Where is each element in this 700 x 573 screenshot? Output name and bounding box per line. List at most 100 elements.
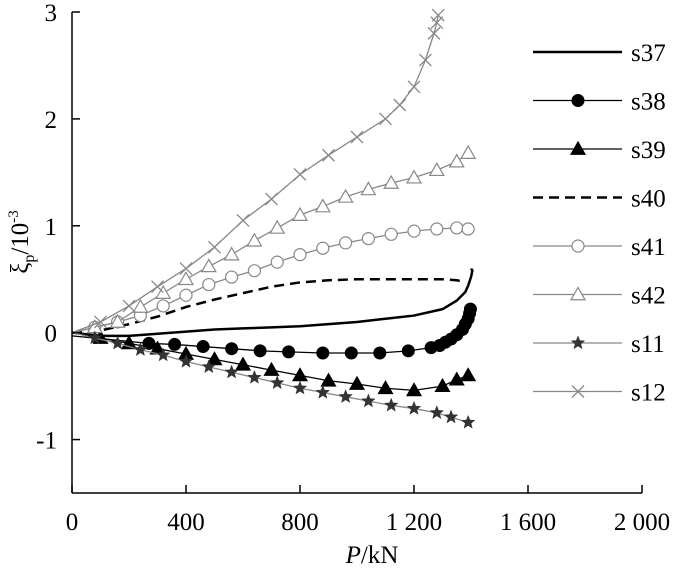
series-s12: [71, 8, 445, 334]
legend-marker: [570, 335, 586, 350]
data-point-s12: [265, 192, 278, 206]
data-point-s39: [234, 356, 252, 371]
data-point-s41: [450, 221, 464, 235]
x-axis-title-unit: /kN: [361, 542, 399, 569]
data-point-s11: [201, 359, 217, 374]
data-point-s11: [247, 369, 262, 384]
data-point-s42: [291, 206, 309, 221]
data-point-s12: [407, 80, 421, 94]
plot-area: [71, 8, 477, 429]
data-point-s42: [460, 144, 477, 159]
legend: s37 s38 s39 s40 s41 s42 s11 s12: [533, 40, 666, 407]
data-point-s41: [179, 288, 193, 302]
data-point-s39: [405, 382, 423, 397]
data-point-s42: [360, 181, 377, 196]
data-point-s42: [383, 174, 400, 189]
data-point-s12: [293, 168, 307, 181]
legend-label: s39: [631, 137, 666, 164]
data-point-s41: [293, 248, 307, 262]
data-point-s38: [168, 337, 182, 351]
x-tick-label: 1 200: [386, 509, 442, 536]
data-point-s42: [177, 271, 195, 286]
data-point-s42: [314, 198, 331, 213]
legend-marker: [569, 286, 587, 301]
data-point-s11: [269, 375, 285, 390]
data-point-s42: [337, 188, 354, 203]
data-point-s41: [339, 236, 353, 250]
data-point-s39: [320, 372, 337, 387]
series-s40: [71, 277, 466, 334]
legend-item-s37: s37: [533, 40, 666, 67]
data-point-s39: [263, 361, 280, 376]
series-s11: [71, 330, 476, 429]
data-point-s11: [224, 364, 239, 379]
data-point-s41: [316, 241, 330, 255]
data-point-s42: [109, 313, 126, 328]
data-point-s42: [405, 169, 423, 184]
data-point-s38: [373, 346, 387, 360]
data-point-s12: [236, 213, 250, 227]
legend-label: s42: [631, 283, 666, 310]
data-point-s12: [94, 315, 107, 329]
data-point-s39: [460, 367, 477, 382]
data-point-s42: [200, 258, 217, 273]
data-point-s41: [461, 222, 475, 236]
data-point-s38: [225, 342, 239, 356]
data-point-s12: [179, 262, 193, 275]
legend-label: s40: [631, 186, 666, 213]
y-axis-title: ξp/10-3: [6, 210, 38, 274]
y-axis-title-exponent: -3: [6, 210, 22, 223]
legend-item-s11: s11: [533, 331, 665, 358]
data-point-s38: [282, 345, 296, 359]
data-point-s11: [178, 353, 194, 368]
data-point-s11: [87, 330, 103, 345]
data-point-s39: [377, 380, 394, 395]
data-point-s12: [427, 26, 441, 40]
series-s38: [71, 302, 477, 360]
series-s37: [71, 267, 474, 338]
legend-item-s42: s42: [533, 283, 666, 310]
legend-marker: [571, 94, 585, 107]
y-axis-title-symbol: ξ: [7, 263, 34, 274]
data-point-s12: [350, 130, 364, 144]
data-point-s42: [132, 298, 149, 313]
legend-label: s41: [631, 234, 666, 261]
legend-item-s12: s12: [533, 380, 666, 407]
legend-marker: [571, 239, 585, 253]
data-point-s11: [315, 384, 331, 399]
data-point-s38: [463, 302, 477, 316]
data-point-s12: [393, 98, 407, 112]
data-point-s11: [110, 335, 125, 350]
y-axis-title-subscript: p: [21, 255, 38, 263]
y-tick-label: 2: [45, 107, 58, 134]
legend-label: s12: [631, 380, 666, 407]
data-point-s41: [270, 255, 284, 269]
data-point-s11: [338, 389, 353, 404]
series-line-s39: [71, 332, 469, 392]
data-point-s11: [460, 414, 476, 429]
data-point-s38: [344, 346, 358, 360]
data-point-s41: [384, 227, 398, 241]
y-tick-label: 0: [45, 321, 58, 348]
data-point-s11: [429, 405, 445, 420]
data-point-s12: [122, 299, 136, 313]
data-point-s12: [322, 148, 335, 162]
legend-item-s39: s39: [533, 137, 666, 164]
data-point-s38: [401, 344, 415, 358]
data-point-s39: [348, 375, 366, 390]
series-line-s37: [71, 267, 474, 338]
legend-marker: [569, 140, 587, 155]
series-line-s12: [71, 15, 439, 334]
data-point-s11: [133, 342, 148, 356]
axes: 0 400 800 1 200 1 600 2 000 -1 0 1 2 3 P/kN ξp/10-3: [6, 0, 670, 569]
y-axis-title-unit: /10: [7, 223, 34, 255]
data-point-s41: [430, 222, 444, 236]
data-point-s42: [246, 232, 263, 247]
x-axis-title-symbol: P: [345, 542, 361, 569]
data-point-s39: [434, 377, 451, 392]
x-tick-label: 400: [167, 509, 205, 536]
data-point-s12: [379, 112, 392, 126]
y-tick-label: 3: [45, 0, 58, 27]
legend-item-s40: s40: [533, 186, 666, 213]
